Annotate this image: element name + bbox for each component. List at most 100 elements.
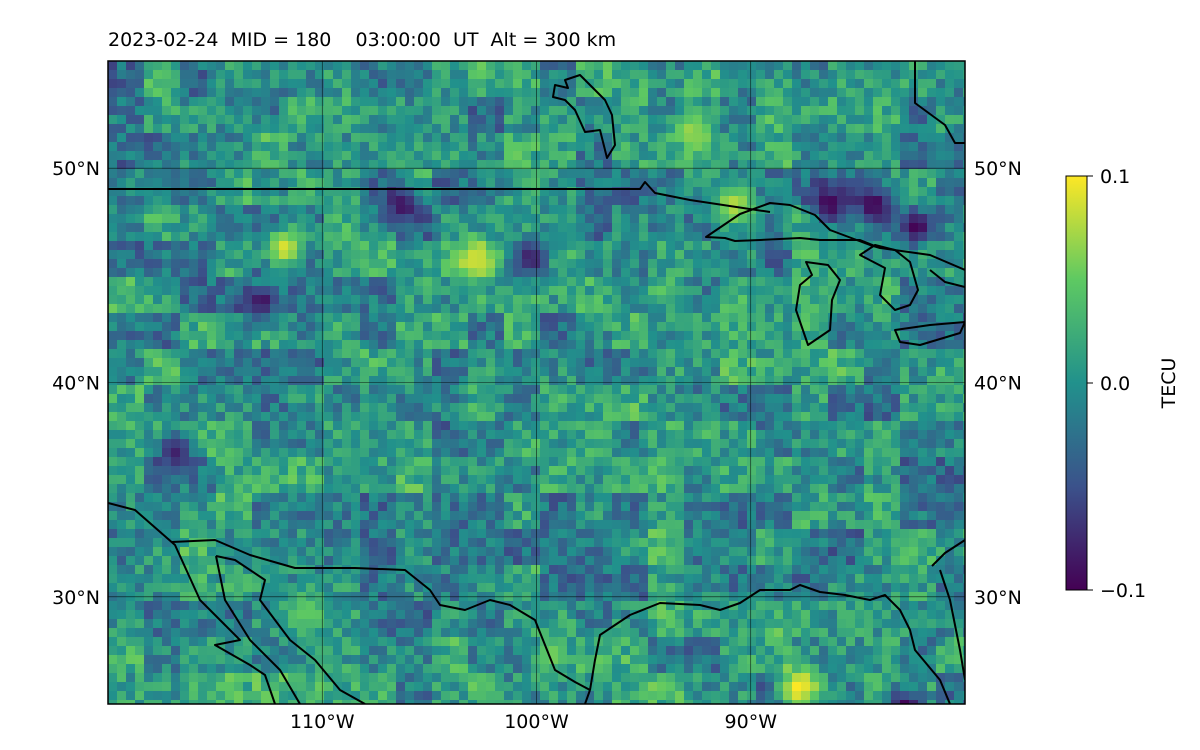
tec-cell bbox=[369, 79, 379, 89]
tec-cell bbox=[414, 502, 424, 512]
tec-cell bbox=[225, 448, 235, 458]
tec-cell bbox=[666, 187, 676, 197]
tec-cell bbox=[495, 493, 505, 503]
tec-cell bbox=[810, 412, 820, 422]
tec-cell bbox=[216, 97, 226, 107]
tec-cell bbox=[162, 349, 172, 359]
tec-cell bbox=[693, 232, 703, 242]
tec-cell bbox=[864, 205, 874, 215]
tec-cell bbox=[387, 430, 397, 440]
tec-cell bbox=[117, 385, 127, 395]
tec-cell bbox=[711, 340, 721, 350]
tec-cell bbox=[324, 232, 334, 242]
tec-cell bbox=[621, 79, 631, 89]
tec-cell bbox=[315, 439, 325, 449]
tec-cell bbox=[945, 61, 955, 71]
tec-cell bbox=[495, 205, 505, 215]
tec-cell bbox=[810, 457, 820, 467]
tec-cell bbox=[108, 511, 118, 521]
tec-cell bbox=[810, 511, 820, 521]
tec-cell bbox=[243, 376, 253, 386]
tec-cell bbox=[855, 493, 865, 503]
tec-cell bbox=[189, 385, 199, 395]
tec-cell bbox=[234, 124, 244, 134]
tec-cell bbox=[495, 448, 505, 458]
tec-cell bbox=[828, 358, 838, 368]
tec-cell bbox=[117, 358, 127, 368]
tec-cell bbox=[252, 151, 262, 161]
tec-cell bbox=[720, 493, 730, 503]
tec-cell bbox=[927, 142, 937, 152]
tec-cell bbox=[189, 250, 199, 260]
tec-cell bbox=[828, 394, 838, 404]
tec-cell bbox=[153, 367, 163, 377]
tec-cell bbox=[144, 250, 154, 260]
tec-cell bbox=[180, 493, 190, 503]
tec-cell bbox=[909, 430, 919, 440]
tec-cell bbox=[810, 502, 820, 512]
tec-cell bbox=[369, 412, 379, 422]
tec-cell bbox=[837, 178, 847, 188]
tec-cell bbox=[486, 124, 496, 134]
tec-cell bbox=[720, 286, 730, 296]
tec-cell bbox=[918, 160, 928, 170]
tec-cell bbox=[720, 241, 730, 251]
tec-cell bbox=[243, 520, 253, 530]
tec-cell bbox=[279, 322, 289, 332]
tec-cell bbox=[864, 286, 874, 296]
tec-cell bbox=[684, 376, 694, 386]
tec-cell bbox=[207, 484, 217, 494]
tec-cell bbox=[108, 124, 118, 134]
tec-cell bbox=[342, 259, 352, 269]
tec-cell bbox=[198, 376, 208, 386]
tec-cell bbox=[108, 466, 118, 476]
tec-cell bbox=[729, 277, 739, 287]
tec-cell bbox=[765, 466, 775, 476]
tec-cell bbox=[945, 520, 955, 530]
tec-cell bbox=[657, 88, 667, 98]
tec-cell bbox=[378, 286, 388, 296]
tec-cell bbox=[702, 124, 712, 134]
tec-cell bbox=[873, 466, 883, 476]
tec-cell bbox=[135, 124, 145, 134]
tec-cell bbox=[288, 313, 298, 323]
tec-cell bbox=[693, 214, 703, 224]
tec-cell bbox=[378, 187, 388, 197]
tec-cell bbox=[279, 430, 289, 440]
tec-cell bbox=[891, 133, 901, 143]
tec-cell bbox=[144, 133, 154, 143]
tec-cell bbox=[621, 313, 631, 323]
tec-cell bbox=[711, 421, 721, 431]
tec-cell bbox=[675, 358, 685, 368]
tec-cell bbox=[288, 124, 298, 134]
tec-cell bbox=[675, 367, 685, 377]
tec-cell bbox=[585, 214, 595, 224]
tec-cell bbox=[855, 295, 865, 305]
tec-cell bbox=[225, 412, 235, 422]
tec-cell bbox=[504, 223, 514, 233]
tec-cell bbox=[162, 439, 172, 449]
tec-cell bbox=[918, 313, 928, 323]
tec-cell bbox=[711, 178, 721, 188]
tec-cell bbox=[882, 232, 892, 242]
tec-cell bbox=[531, 367, 541, 377]
tec-cell bbox=[567, 133, 577, 143]
tec-cell bbox=[288, 160, 298, 170]
tec-cell bbox=[882, 295, 892, 305]
tec-cell bbox=[612, 304, 622, 314]
tec-cell bbox=[666, 304, 676, 314]
tec-cell bbox=[954, 97, 964, 107]
tec-cell bbox=[423, 196, 433, 206]
tec-cell bbox=[900, 70, 910, 80]
tec-cell bbox=[702, 502, 712, 512]
tec-cell bbox=[801, 79, 811, 89]
tec-cell bbox=[891, 439, 901, 449]
tec-cell bbox=[162, 322, 172, 332]
tec-cell bbox=[504, 421, 514, 431]
tec-cell bbox=[495, 385, 505, 395]
tec-cell bbox=[288, 367, 298, 377]
tec-cell bbox=[954, 187, 964, 197]
tec-cell bbox=[612, 349, 622, 359]
tec-cell bbox=[288, 241, 298, 251]
tec-cell bbox=[225, 61, 235, 71]
